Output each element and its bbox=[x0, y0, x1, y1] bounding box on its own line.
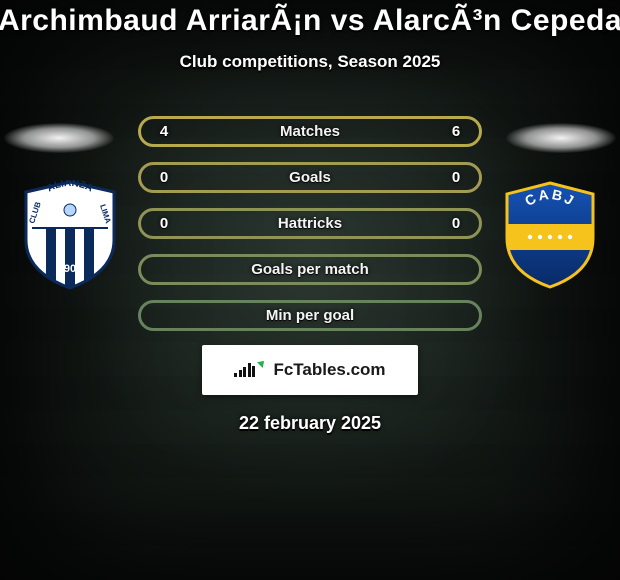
stat-label: Goals bbox=[173, 169, 447, 186]
crest-year: 1901 bbox=[58, 263, 82, 275]
stat-label: Hattricks bbox=[173, 215, 447, 232]
stat-label: Matches bbox=[173, 123, 447, 140]
stat-row-mpg: Min per goal bbox=[138, 300, 482, 331]
stat-right-value: 6 bbox=[447, 123, 465, 140]
page-subtitle: Club competitions, Season 2025 bbox=[180, 52, 441, 72]
content: Archimbaud ArriarÃ¡n vs AlarcÃ³n Cepeda … bbox=[0, 0, 620, 580]
stat-left-value: 0 bbox=[155, 169, 173, 186]
club-crest-right: CABJ bbox=[500, 180, 600, 290]
date-text: 22 february 2025 bbox=[239, 413, 381, 434]
stat-row-matches: 4 Matches 6 bbox=[138, 116, 482, 147]
page-title: Archimbaud ArriarÃ¡n vs AlarcÃ³n Cepeda bbox=[0, 4, 620, 38]
stat-label: Goals per match bbox=[173, 261, 447, 278]
arrow-icon bbox=[257, 358, 267, 368]
shield-stripes bbox=[46, 228, 94, 288]
stat-right-value: 0 bbox=[447, 215, 465, 232]
stat-label: Min per goal bbox=[173, 307, 447, 324]
stat-row-hattricks: 0 Hattricks 0 bbox=[138, 208, 482, 239]
bars-icon bbox=[234, 361, 255, 377]
stat-left-value: 4 bbox=[155, 123, 173, 140]
fctables-badge: FcTables.com bbox=[202, 345, 418, 395]
crest-emblem bbox=[64, 204, 76, 216]
fctables-label: FcTables.com bbox=[273, 360, 385, 380]
stat-right-value: 0 bbox=[447, 169, 465, 186]
club-crest-left: ALIANZA CLUB LIMA 1901 bbox=[20, 180, 120, 290]
stat-left-value: 0 bbox=[155, 215, 173, 232]
stat-row-goals: 0 Goals 0 bbox=[138, 162, 482, 193]
stat-row-gpm: Goals per match bbox=[138, 254, 482, 285]
